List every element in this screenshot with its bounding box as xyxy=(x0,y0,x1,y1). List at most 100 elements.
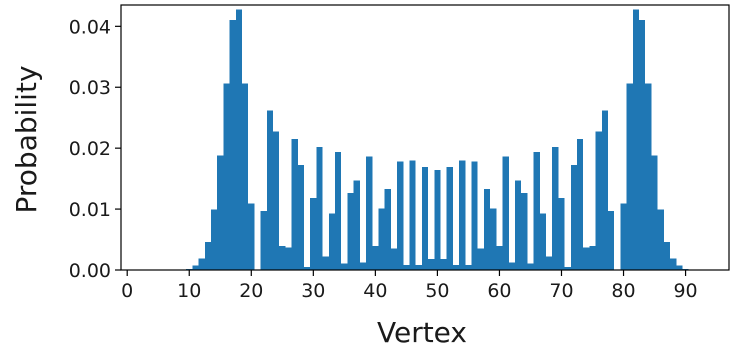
x-tick-label: 80 xyxy=(611,280,635,302)
bar xyxy=(297,165,305,270)
bar xyxy=(353,180,360,270)
bar xyxy=(564,266,571,270)
plot-frame xyxy=(120,4,730,271)
bar xyxy=(589,246,596,270)
bar xyxy=(192,265,199,270)
bar xyxy=(545,256,553,270)
bar xyxy=(632,9,640,270)
bar xyxy=(670,258,677,270)
bar xyxy=(204,241,211,270)
y-tick-label: 0.02 xyxy=(69,138,111,160)
x-axis-label: Vertex xyxy=(377,316,467,349)
y-axis-label: Probability xyxy=(10,65,43,213)
bar xyxy=(477,248,484,270)
bar xyxy=(452,265,460,270)
x-tick-label: 30 xyxy=(301,280,325,302)
bar xyxy=(651,155,658,270)
bar xyxy=(514,180,522,270)
bar xyxy=(601,110,609,270)
bar xyxy=(366,156,373,270)
bar xyxy=(235,9,242,270)
bar xyxy=(465,265,472,270)
x-tick-label: 0 xyxy=(121,280,133,302)
bar xyxy=(335,151,342,270)
bar xyxy=(508,262,515,270)
bar xyxy=(608,210,615,270)
bar xyxy=(291,139,298,270)
bar xyxy=(328,213,336,270)
bar xyxy=(539,213,546,270)
bar xyxy=(322,256,329,270)
bar xyxy=(273,131,280,270)
bar xyxy=(620,203,627,270)
y-tick-label: 0.04 xyxy=(69,16,111,38)
bar xyxy=(657,209,664,270)
bar xyxy=(483,188,491,270)
bar xyxy=(415,265,422,270)
x-tick-label: 60 xyxy=(487,280,511,302)
bar-series xyxy=(186,9,689,270)
bar xyxy=(384,188,391,270)
bar xyxy=(210,209,218,270)
bar xyxy=(682,268,689,270)
bar xyxy=(428,259,435,270)
bar xyxy=(626,83,633,270)
bar xyxy=(434,170,441,270)
bar xyxy=(217,155,224,270)
bar xyxy=(639,20,646,270)
bar xyxy=(341,263,348,270)
bar xyxy=(248,203,255,270)
bar xyxy=(558,198,565,270)
bar xyxy=(409,160,416,270)
bar xyxy=(502,156,509,270)
bar xyxy=(285,247,292,270)
bar xyxy=(397,161,404,270)
bar xyxy=(372,246,379,270)
bar xyxy=(676,265,683,270)
bar xyxy=(347,193,354,270)
bar xyxy=(533,151,540,270)
y-tick-label: 0.03 xyxy=(69,77,111,99)
bar xyxy=(645,83,652,270)
bar xyxy=(583,247,590,270)
bar xyxy=(390,248,398,270)
bar xyxy=(241,83,249,270)
bar xyxy=(595,131,602,270)
y-tick-label: 0.00 xyxy=(69,260,111,282)
x-tick-label: 20 xyxy=(239,280,263,302)
x-tick-label: 70 xyxy=(549,280,573,302)
bar xyxy=(570,165,577,270)
x-axis: 0 10 20 30 40 50 60 70 80 90 xyxy=(121,270,698,302)
bar xyxy=(446,167,453,270)
x-tick-label: 40 xyxy=(363,280,387,302)
bar xyxy=(198,258,205,270)
bar xyxy=(577,139,584,270)
bar xyxy=(304,266,311,270)
x-tick-label: 50 xyxy=(425,280,449,302)
bar xyxy=(223,83,230,270)
bar xyxy=(459,160,466,270)
bar xyxy=(378,208,385,270)
bar xyxy=(403,265,410,270)
bar xyxy=(440,259,447,270)
bar xyxy=(316,146,323,270)
y-axis: 0.00 0.01 0.02 0.03 0.04 xyxy=(69,16,121,282)
bar xyxy=(229,20,236,270)
bar xyxy=(552,146,559,270)
bar xyxy=(260,210,267,270)
bar xyxy=(266,110,273,270)
y-tick-label: 0.01 xyxy=(69,199,111,221)
bar xyxy=(310,198,317,270)
bar xyxy=(359,262,367,270)
bar xyxy=(186,268,193,270)
bar xyxy=(471,161,478,270)
bar xyxy=(663,241,671,270)
x-tick-label: 90 xyxy=(673,280,697,302)
bar xyxy=(279,246,286,270)
bar xyxy=(527,263,534,270)
bar xyxy=(421,167,429,270)
bar xyxy=(496,246,503,270)
bar xyxy=(521,193,528,270)
x-tick-label: 10 xyxy=(177,280,201,302)
